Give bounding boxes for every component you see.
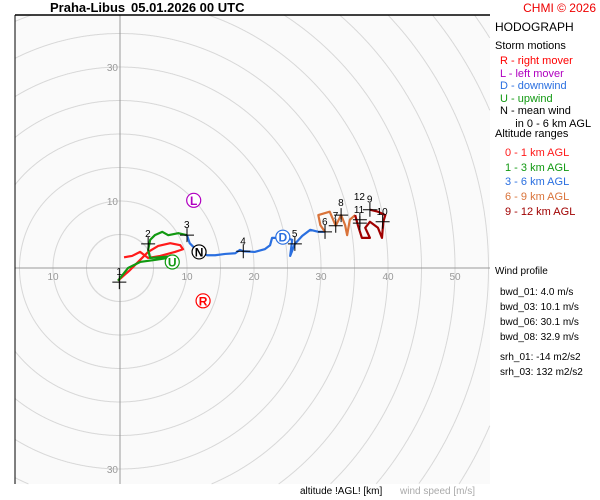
wind-profile-item: bwd_01: 4.0 m/s bbox=[500, 287, 574, 298]
height-marker-label: 4 bbox=[240, 236, 246, 247]
height-marker-label: 6 bbox=[322, 217, 328, 228]
speed-ring bbox=[15, 66, 322, 470]
storm-motion-item: L - left mover bbox=[500, 67, 564, 80]
hodograph-series-3 bbox=[185, 228, 326, 258]
height-marker-cross bbox=[375, 214, 390, 229]
speed-ring bbox=[432, 14, 491, 485]
hodograph-series-1 bbox=[117, 242, 185, 282]
storm-marker-R bbox=[195, 293, 211, 309]
altitude-range-item: 1 - 3 km AGL bbox=[505, 161, 570, 174]
copyright: CHMI © 2026 bbox=[523, 1, 596, 15]
wind-profile-item: bwd_06: 30.1 m/s bbox=[500, 317, 579, 328]
height-marker-cross bbox=[362, 202, 377, 217]
altitude-range-item: 0 - 1 km AGL bbox=[505, 147, 570, 159]
x-tick-label: 20 bbox=[248, 272, 260, 283]
storm-marker-label: N bbox=[195, 245, 204, 259]
height-marker-cross bbox=[328, 218, 343, 233]
height-marker-cross bbox=[287, 236, 302, 251]
srh-item: srh_01: -14 m2/s2 bbox=[500, 352, 581, 363]
storm-motion-item: U - upwind bbox=[500, 92, 553, 105]
storm-motion-item: R - right mover bbox=[500, 55, 573, 67]
panel-title: HODOGRAPH bbox=[495, 20, 574, 34]
altitude-label: altitude !AGL! [km] bbox=[300, 486, 383, 497]
storm-motion-item: in 0 - 6 km AGL bbox=[500, 117, 592, 130]
x-tick-label: 10 bbox=[47, 272, 59, 283]
height-marker-label: 8 bbox=[338, 198, 344, 209]
x-tick-label: 40 bbox=[382, 272, 394, 283]
hodograph-series-2 bbox=[117, 230, 188, 282]
storm-marker-label: L bbox=[190, 194, 197, 208]
height-marker-cross bbox=[318, 224, 333, 239]
height-marker-label: 2 bbox=[145, 229, 151, 240]
wind-profile-item: bwd_08: 32.9 m/s bbox=[500, 332, 579, 343]
storm-motion-item: N - mean wind bbox=[500, 105, 571, 117]
height-marker-label: 11 bbox=[354, 205, 365, 216]
height-marker-cross bbox=[112, 275, 127, 290]
height-marker-label: 10 bbox=[377, 207, 389, 218]
storm-motion-item: D - downwind bbox=[500, 80, 567, 92]
wind-profile-title: Wind profile bbox=[495, 266, 548, 277]
srh-item: srh_03: 132 m2/s2 bbox=[500, 367, 583, 378]
height-marker-label: 1 bbox=[116, 267, 122, 278]
storm-marker-U bbox=[164, 254, 180, 270]
storm-motions-legend: R - right mover L - left mover D - downwin… bbox=[500, 55, 591, 130]
height-marker-label: 7 bbox=[333, 211, 339, 222]
height-marker-label: 3 bbox=[184, 220, 190, 231]
x-tick-label: 30 bbox=[315, 272, 327, 283]
y-tick-label: 30 bbox=[107, 465, 119, 476]
storm-motions-title: Storm motions bbox=[495, 40, 566, 52]
hodograph-series-5 bbox=[354, 208, 387, 239]
altitude-ranges-legend: 0 - 1 km AGL 1 - 3 km AGL 3 - 6 km AGL 6 - … bbox=[505, 146, 575, 220]
height-marker-cross bbox=[141, 236, 156, 251]
storm-marker-label: D bbox=[278, 231, 287, 245]
x-tick-label: 10 bbox=[181, 272, 193, 283]
x-tick-label: 50 bbox=[449, 272, 461, 283]
wind-profile-item: bwd_03: 10.1 m/s bbox=[500, 302, 579, 313]
y-tick-label: 30 bbox=[107, 63, 119, 74]
speed-ring bbox=[14, 133, 255, 403]
speed-ring bbox=[339, 14, 456, 485]
station-name: Praha-Libus bbox=[50, 0, 126, 15]
datetime: 05.01.2026 00 UTC bbox=[131, 0, 245, 15]
storm-marker-label: R bbox=[199, 294, 208, 308]
speed-ring bbox=[387, 14, 489, 484]
storm-marker-L bbox=[186, 192, 202, 208]
height-marker-cross bbox=[236, 244, 251, 259]
height-marker-cross bbox=[352, 216, 367, 231]
altitude-range-item: 3 - 6 km AGL bbox=[505, 176, 570, 189]
height-marker-cross bbox=[334, 208, 349, 223]
height-marker-label: 12 bbox=[354, 192, 366, 203]
wind-profile-list: bwd_01: 4.0 m/s bwd_03: 10.1 m/s bwd_06: 3… bbox=[500, 285, 579, 345]
height-marker-label: 5 bbox=[292, 229, 298, 240]
altitude-range-item: 9 - 12 km AGL bbox=[505, 205, 576, 218]
speed-ring bbox=[14, 33, 355, 485]
storm-marker-label: U bbox=[168, 255, 177, 269]
storm-marker-D bbox=[275, 229, 291, 245]
speed-ring bbox=[14, 100, 288, 436]
wind-speed-label: wind speed [m/s] bbox=[400, 486, 476, 497]
height-marker-label: 9 bbox=[367, 195, 373, 206]
storm-marker-N bbox=[191, 244, 207, 260]
speed-ring bbox=[283, 14, 422, 485]
hodograph-series-4 bbox=[317, 210, 356, 237]
altitude-range-item: 6 - 9 km AGL bbox=[505, 191, 570, 204]
speed-ring bbox=[474, 14, 491, 39]
height-marker-cross bbox=[180, 228, 194, 243]
y-tick-label: 10 bbox=[107, 197, 119, 208]
srh-list: srh_01: -14 m2/s2 srh_03: 132 m2/s2 bbox=[500, 350, 583, 380]
altitude-ranges-title: Altitude ranges bbox=[495, 128, 569, 140]
plot-area bbox=[14, 14, 491, 485]
